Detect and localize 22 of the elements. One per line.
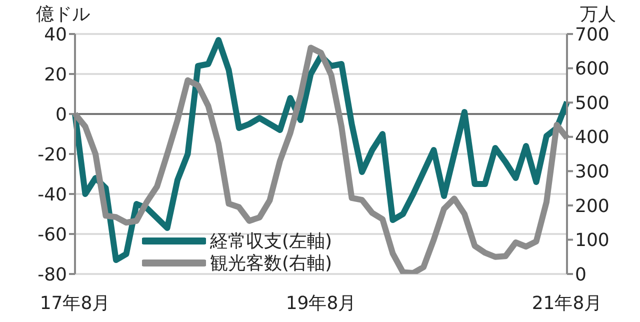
- y-tick-label: 20: [44, 64, 67, 86]
- y-tick-label: -60: [38, 224, 67, 246]
- y2-tick-label: 400: [575, 127, 610, 148]
- y2-tick-label: 700: [575, 24, 610, 46]
- x-tick-label: 21年8月: [532, 292, 602, 314]
- y-tick-label: 0: [56, 104, 67, 126]
- y2-tick-label: 300: [575, 162, 610, 183]
- y-tick-label: -80: [38, 264, 67, 286]
- y2-tick-label: 200: [575, 196, 610, 217]
- y-axis-title: 億ドル: [36, 3, 90, 26]
- y-tick-label: -40: [38, 184, 67, 206]
- y-tick-label: 40: [44, 24, 67, 46]
- legend-label: 観光客数(右軸): [210, 252, 332, 275]
- x-tick-label: 19年8月: [286, 292, 356, 314]
- y-tick-label: -20: [38, 144, 67, 166]
- y2-tick-label: 500: [575, 92, 610, 114]
- x-tick-label: 17年8月: [40, 292, 110, 314]
- legend-label: 経常収支(左軸): [210, 230, 332, 253]
- y2-tick-label: 0: [575, 264, 586, 286]
- y2-axis-title: 万人: [580, 3, 616, 26]
- y2-tick-label: 600: [575, 58, 610, 80]
- y2-tick-label: 100: [575, 230, 610, 252]
